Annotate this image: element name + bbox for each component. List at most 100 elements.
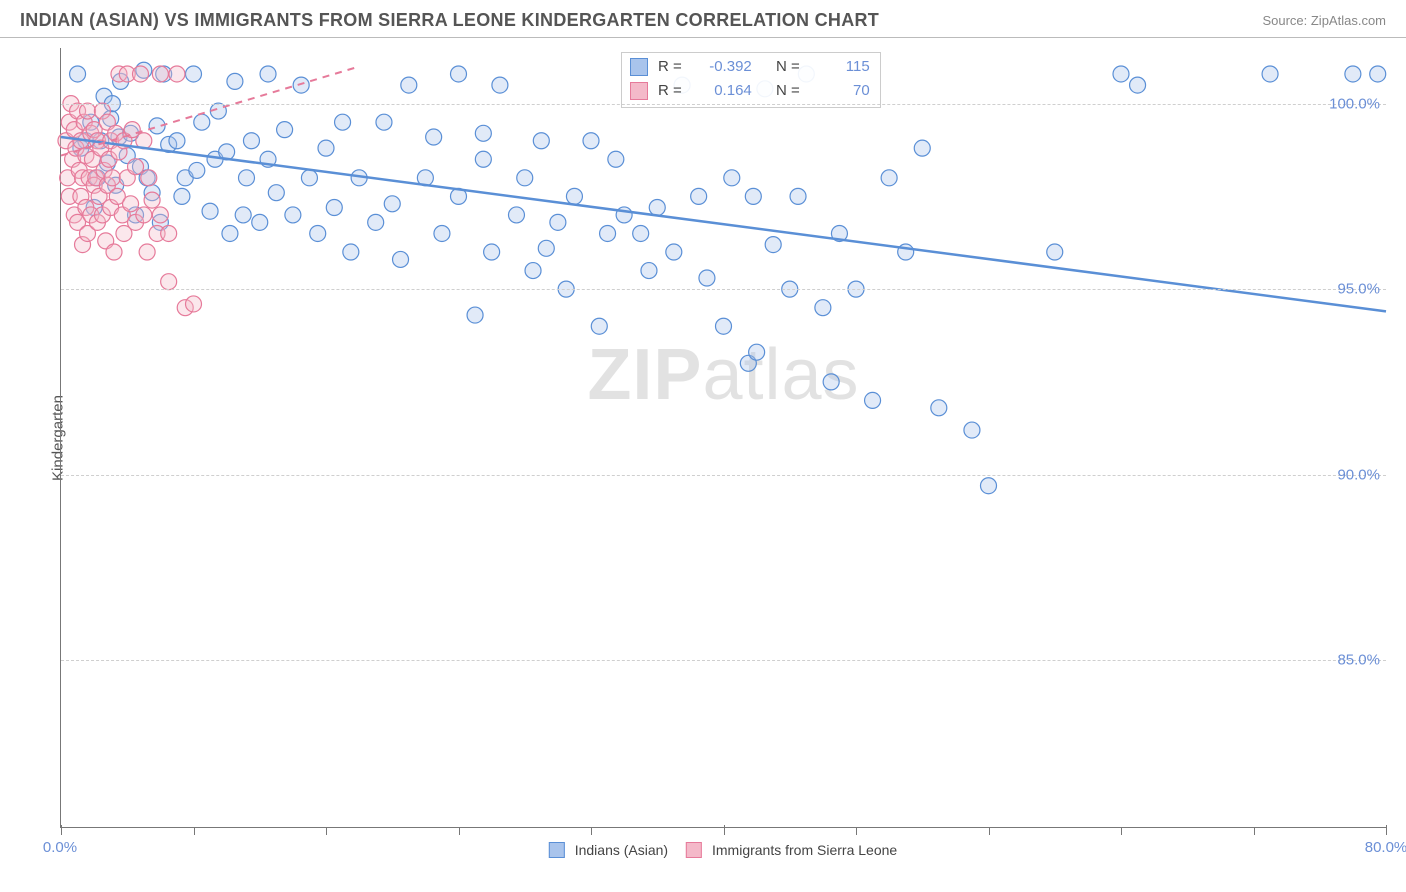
data-point [881,170,897,186]
stats-row: R = -0.392 N = 115 [630,55,870,79]
series-swatch-icon [630,82,648,100]
data-point [600,225,616,241]
data-point [343,244,359,260]
data-point [260,66,276,82]
stats-row: R = 0.164 N = 70 [630,79,870,103]
data-point [174,188,190,204]
data-point [508,207,524,223]
data-point [393,251,409,267]
data-point [139,244,155,260]
x-tick [591,827,592,835]
data-point [666,244,682,260]
data-point [451,66,467,82]
legend-label: Immigrants from Sierra Leone [712,842,897,858]
x-tick [459,827,460,835]
x-tick [326,827,327,835]
data-point [434,225,450,241]
data-point [550,214,566,230]
chart-source: Source: ZipAtlas.com [1262,13,1386,28]
data-point [525,263,541,279]
x-axis-min-label: 0.0% [43,839,77,856]
data-point [1130,77,1146,93]
data-point [227,73,243,89]
scatter-svg [61,48,1386,827]
data-point [865,392,881,408]
data-point [401,77,417,93]
data-point [914,140,930,156]
r-label: R = [658,79,682,103]
data-point [691,188,707,204]
series-swatch-icon [630,58,648,76]
data-point [1113,66,1129,82]
data-point [136,207,152,223]
data-point [326,200,342,216]
gridline [61,660,1386,661]
data-point [277,122,293,138]
data-point [106,244,122,260]
data-point [104,170,120,186]
data-point [376,114,392,130]
data-point [384,196,400,212]
data-point [301,170,317,186]
gridline [61,475,1386,476]
data-point [591,318,607,334]
data-point [716,318,732,334]
data-point [538,240,554,256]
chart-area: Kindergarten ZIPatlas R = -0.392 N = 115… [60,48,1386,828]
data-point [235,207,251,223]
x-tick [856,827,857,835]
r-value: -0.392 [692,55,752,79]
data-point [566,188,582,204]
data-point [152,66,168,82]
x-tick [989,827,990,835]
r-label: R = [658,55,682,79]
data-point [194,114,210,130]
y-tick-label: 95.0% [1337,281,1380,298]
x-tick [61,825,62,835]
legend-bottom: Indians (Asian) Immigrants from Sierra L… [549,842,897,858]
data-point [169,133,185,149]
stats-legend-box: R = -0.392 N = 115 R = 0.164 N = 70 [621,52,881,108]
data-point [641,263,657,279]
data-point [517,170,533,186]
data-point [161,225,177,241]
data-point [144,192,160,208]
data-point [475,125,491,141]
data-point [608,151,624,167]
data-point [368,214,384,230]
x-tick [1121,827,1122,835]
data-point [243,133,259,149]
data-point [724,170,740,186]
x-tick [724,825,725,835]
data-point [80,103,96,119]
data-point [583,133,599,149]
x-tick [194,827,195,835]
data-point [790,188,806,204]
y-tick-label: 85.0% [1337,652,1380,669]
data-point [633,225,649,241]
data-point [202,203,218,219]
n-value: 115 [810,55,870,79]
gridline [61,289,1386,290]
data-point [649,200,665,216]
data-point [252,214,268,230]
plot-region: ZIPatlas R = -0.392 N = 115 R = 0.164 N … [60,48,1386,828]
data-point [484,244,500,260]
data-point [533,133,549,149]
x-axis-max-label: 80.0% [1365,839,1406,856]
data-point [123,196,139,212]
chart-header: INDIAN (ASIAN) VS IMMIGRANTS FROM SIERRA… [0,0,1406,38]
data-point [475,151,491,167]
data-point [492,77,508,93]
data-point [310,225,326,241]
data-point [239,170,255,186]
data-point [1370,66,1386,82]
data-point [964,422,980,438]
chart-title: INDIAN (ASIAN) VS IMMIGRANTS FROM SIERRA… [20,10,879,31]
data-point [318,140,334,156]
n-label: N = [776,55,800,79]
legend-item: Immigrants from Sierra Leone [686,842,897,858]
r-value: 0.164 [692,79,752,103]
data-point [293,77,309,93]
data-point [765,237,781,253]
